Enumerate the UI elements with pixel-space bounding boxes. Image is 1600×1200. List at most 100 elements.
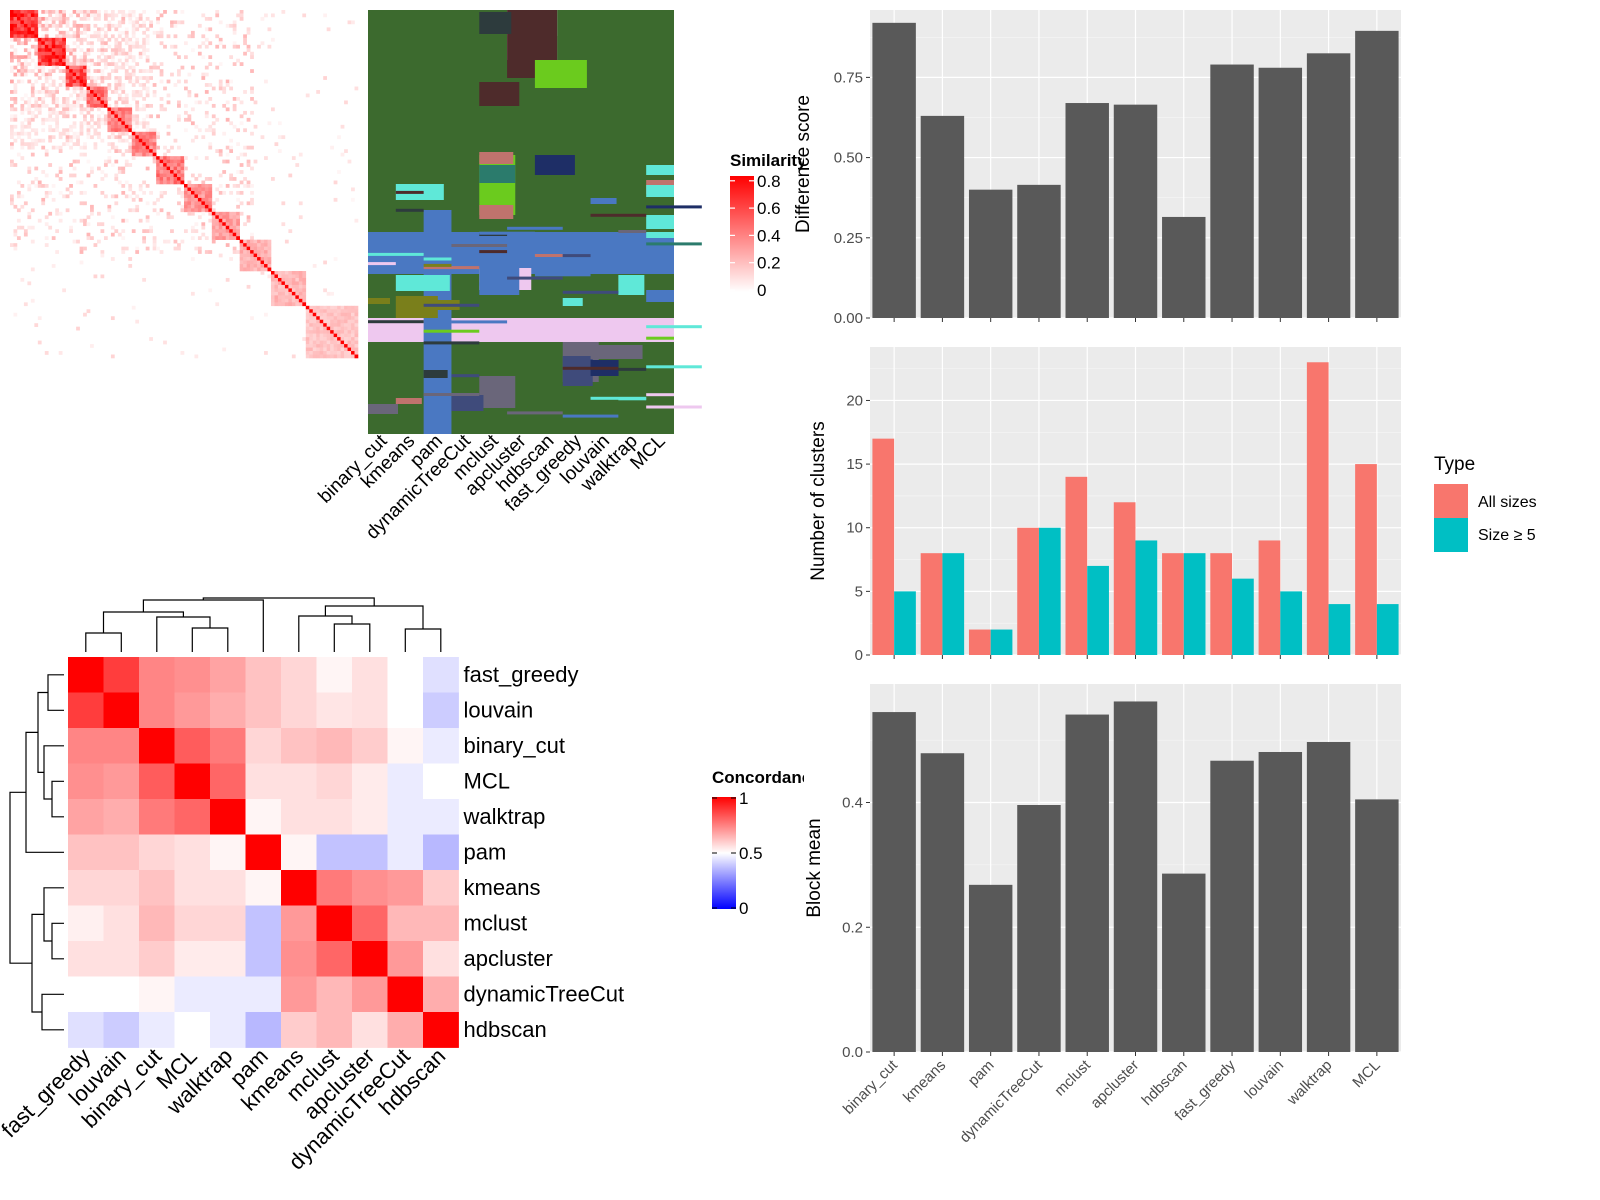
bar — [968, 884, 1013, 1052]
concordance-cell — [281, 799, 317, 835]
concordance-cell — [387, 728, 424, 764]
concordance-cell — [245, 657, 282, 693]
similarity-legend-tick: 0.4 — [757, 226, 781, 245]
concordance-cell — [68, 1012, 104, 1048]
x-tick-label: kmeans — [900, 1057, 949, 1106]
y-tick-label: 0.00 — [834, 310, 863, 327]
difference-score-panel: 0.00 0.25 0.50 0.75 Difference score — [793, 10, 1401, 327]
y-tick-label: 0 — [855, 647, 863, 664]
concordance-cell — [352, 1012, 388, 1048]
bar — [1376, 604, 1399, 655]
concordance-cell — [352, 657, 388, 693]
x-tick-label: MCL — [1349, 1057, 1383, 1091]
concordance-cell — [103, 763, 140, 800]
concordance-cell — [139, 941, 175, 977]
concordance-cell — [352, 763, 388, 800]
y-axis-label: Difference score — [793, 95, 814, 233]
similarity-legend-tick: 0.2 — [757, 254, 781, 273]
concordance-cell — [139, 905, 175, 942]
concordance-cell — [210, 692, 246, 729]
concordance-cell — [281, 728, 317, 764]
similarity-legend-colorbar — [730, 176, 754, 292]
y-tick-label: 0.4 — [842, 795, 863, 812]
concordance-cell — [174, 728, 211, 764]
concordance-cell — [245, 905, 282, 942]
block-mean-panel: 0.0 0.2 0.4 Block mean — [804, 684, 1401, 1061]
concordance-row-label: kmeans — [464, 875, 541, 900]
concordance-cell — [352, 799, 388, 835]
x-tick-label: apcluster — [1087, 1057, 1142, 1112]
concordance-cell — [423, 657, 459, 693]
concordance-cell — [281, 834, 317, 871]
concordance-cell — [103, 657, 140, 693]
bar — [1162, 873, 1206, 1052]
bar — [968, 189, 1013, 318]
concordance-column-labels: fast_greedylouvainbinary_cutMCLwalktrapp… — [0, 1043, 450, 1174]
concordance-cell — [281, 905, 317, 942]
concordance-cell — [103, 976, 140, 1013]
concordance-cell — [174, 834, 211, 871]
concordance-cell — [316, 657, 353, 693]
legend-key-size-5 — [1434, 518, 1468, 552]
bar — [1183, 553, 1206, 655]
concordance-cell — [423, 763, 459, 800]
bar — [1017, 184, 1061, 318]
concordance-cell — [281, 657, 317, 693]
concordance-cell — [68, 905, 104, 942]
bar — [1135, 540, 1158, 655]
concordance-cell — [245, 728, 282, 764]
concordance-cell — [387, 799, 424, 835]
concordance-cell — [245, 799, 282, 835]
concordance-row-label: dynamicTreeCut — [464, 981, 625, 1006]
concordance-cell — [423, 870, 459, 906]
concordance-cell — [387, 834, 424, 871]
bar — [1210, 553, 1233, 655]
concordance-legend-tick: 1 — [739, 789, 748, 808]
bar — [1306, 742, 1351, 1052]
bar — [1038, 527, 1061, 655]
concordance-cell — [281, 976, 317, 1013]
bar — [1232, 578, 1254, 655]
concordance-cell — [387, 976, 424, 1013]
concordance-cell — [352, 976, 388, 1013]
concordance-cell — [281, 763, 317, 800]
concordance-cell — [68, 657, 104, 693]
bar — [1113, 502, 1136, 655]
bar — [1113, 104, 1158, 319]
concordance-cell — [387, 692, 424, 729]
y-tick-label: 0.2 — [842, 919, 863, 936]
concordance-legend-tick: 0.5 — [739, 844, 763, 863]
concordance-row-label: mclust — [464, 910, 528, 935]
concordance-column-dendrogram — [85, 597, 442, 652]
x-tick-label: walktrap — [1283, 1057, 1335, 1109]
concordance-cell — [423, 799, 459, 835]
y-tick-label: 10 — [846, 520, 863, 537]
concordance-cell — [139, 799, 175, 835]
bar — [1280, 591, 1303, 655]
concordance-cell — [103, 1012, 140, 1048]
x-tick-label: binary_cut — [840, 1056, 902, 1118]
concordance-cell — [139, 870, 175, 906]
bar — [872, 712, 916, 1052]
concordance-cell — [210, 799, 246, 835]
concordance-cell — [423, 728, 459, 764]
concordance-row-label: apcluster — [464, 946, 553, 971]
concordance-cell — [245, 976, 282, 1013]
concordance-cell — [68, 799, 104, 835]
concordance-cell — [210, 834, 246, 871]
concordance-cell — [210, 657, 246, 693]
legend-key-all-sizes — [1434, 484, 1468, 518]
bar — [1210, 760, 1254, 1052]
concordance-row-label: hdbscan — [464, 1017, 547, 1042]
concordance-legend: Concordance 0 0.5 1 — [712, 770, 804, 918]
concordance-cell — [139, 692, 175, 729]
legend-label-all-sizes: All sizes — [1478, 494, 1537, 511]
concordance-cell — [68, 728, 104, 764]
concordance-row-label: louvain — [464, 697, 534, 722]
concordance-cell — [103, 834, 140, 871]
concordance-legend-tick: 0 — [739, 899, 748, 918]
bar — [1355, 464, 1377, 655]
bar — [942, 553, 965, 655]
